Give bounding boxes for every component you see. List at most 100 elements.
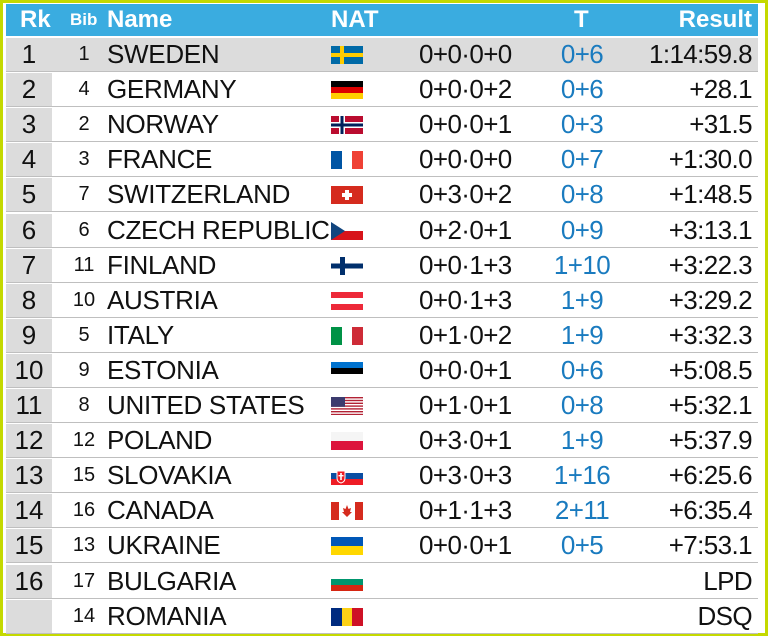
flag-icon-sweden [331, 46, 363, 64]
nation-name: SLOVAKIA [107, 460, 232, 491]
result-cell: +3:32.3 [668, 319, 753, 350]
flag-icon-bulgaria [331, 572, 363, 591]
flag-icon-switzerland [331, 186, 363, 205]
flag-icon-austria [331, 291, 363, 310]
result-cell: +31.5 [689, 109, 752, 140]
nation-name: SWEDEN [107, 39, 220, 69]
shooting-cell: 0+0·1+3 [419, 249, 512, 280]
result-cell: DSQ [697, 600, 752, 631]
rank-cell: 15 [6, 529, 52, 563]
bib-cell: 13 [72, 534, 96, 557]
table-row: 4 3 FRANCE 0+0·0+0 0+7 +1:30.0 [6, 143, 758, 178]
total-penalties-cell: 0+8 [560, 390, 604, 420]
table-row: 14 ROMANIA DSQ [6, 599, 758, 634]
flag-icon-italy [331, 326, 363, 345]
rank-cell: 5 [6, 178, 52, 212]
flag-icon-finland [331, 256, 363, 275]
flag-icon-slovakia [331, 467, 363, 486]
bib-cell: 9 [78, 358, 90, 381]
result-cell: LPD [703, 565, 752, 596]
flag-icon-canada [331, 502, 363, 521]
header-name: Name [107, 6, 173, 33]
total-penalties-cell: 0+9 [560, 214, 604, 245]
shooting-cell: 0+1·0+2 [419, 319, 512, 350]
total-penalties-cell: 1+9 [560, 284, 604, 315]
rank-cell: 14 [6, 494, 52, 528]
result-cell: +1:48.5 [668, 179, 753, 210]
flag-icon-estonia [331, 361, 363, 380]
rank-cell: 13 [6, 459, 52, 493]
table-row: 6 6 CZECH REPUBLIC 0+2·0+1 0+9 +3:13.1 [6, 213, 758, 248]
nation-name: CANADA [107, 495, 214, 526]
result-cell: +5:08.5 [668, 354, 753, 385]
result-cell: +3:13.1 [668, 214, 753, 245]
total-penalties-cell: 1+10 [553, 249, 611, 280]
total-penalties-cell: 0+6 [560, 39, 604, 69]
table-row: 3 2 NORWAY 0+0·0+1 0+3 +31.5 [6, 108, 758, 143]
rank-cell: 2 [6, 73, 52, 107]
nation-name: UNITED STATES [107, 390, 305, 420]
rank-cell: 6 [6, 213, 52, 247]
bib-cell: 16 [72, 499, 96, 522]
table-row: 11 8 UNITED STATES 0+1·0+1 0+8 +5:32.1 [6, 389, 758, 423]
bib-cell: 3 [78, 148, 90, 171]
header-bib: Bib [70, 10, 98, 29]
rank-cell: 7 [6, 248, 52, 282]
table-row: 15 13 UKRAINE 0+0·0+1 0+5 +7:53.1 [6, 529, 758, 564]
nation-name: BULGARIA [107, 565, 237, 596]
table-row: 14 16 CANADA 0+1·1+3 2+11 +6:35.4 [6, 494, 758, 529]
nation-name: ITALY [107, 319, 174, 350]
shooting-cell: 0+1·1+3 [419, 495, 512, 526]
header-t: T [574, 6, 589, 33]
table-row: 10 9 ESTONIA 0+0·0+1 0+6 +5:08.5 [6, 353, 758, 388]
table-row: 16 17 BULGARIA LPD [6, 564, 758, 599]
table-header: Rk Bib Name NAT T Result [6, 4, 758, 36]
total-penalties-cell: 0+8 [560, 179, 604, 210]
nation-name: FINLAND [107, 249, 217, 280]
result-cell: +3:22.3 [668, 249, 753, 280]
total-penalties-cell: 1+9 [560, 425, 604, 456]
table-row: 9 5 ITALY 0+1·0+2 1+9 +3:32.3 [6, 318, 758, 353]
rank-cell: 4 [6, 143, 52, 177]
bib-cell: 17 [72, 569, 96, 592]
rank-cell: 16 [6, 564, 52, 598]
flag-icon-usa [331, 397, 363, 415]
rank-cell [6, 599, 52, 633]
result-cell: +1:30.0 [668, 144, 753, 175]
bib-cell: 4 [78, 78, 90, 101]
total-penalties-cell: 0+3 [560, 109, 604, 140]
flag-icon-ukraine [331, 537, 363, 556]
bib-cell: 7 [78, 183, 90, 206]
rank-cell: 8 [6, 283, 52, 317]
nation-name: NORWAY [107, 109, 219, 140]
flag-icon-czech [331, 221, 363, 240]
nation-name: FRANCE [107, 144, 213, 175]
result-cell: +3:29.2 [668, 284, 753, 315]
result-cell: +28.1 [689, 74, 752, 105]
table-row: 12 12 POLAND 0+3·0+1 1+9 +5:37.9 [6, 424, 758, 459]
rank-cell: 9 [6, 318, 52, 352]
table-row: 1 1 SWEDEN 0+0·0+0 0+6 1:14:59.8 [6, 38, 758, 72]
result-cell: +7:53.1 [668, 530, 753, 561]
nation-name: UKRAINE [107, 530, 221, 561]
nation-name: POLAND [107, 425, 213, 456]
shooting-cell: 0+0·0+2 [419, 74, 512, 105]
result-cell: +5:32.1 [668, 390, 753, 420]
nation-name: SWITZERLAND [107, 179, 291, 210]
rank-cell: 3 [6, 108, 52, 142]
bib-cell: 2 [78, 113, 90, 136]
total-penalties-cell: 0+6 [560, 74, 604, 105]
nation-name: ESTONIA [107, 354, 219, 385]
flag-icon-germany [331, 81, 363, 100]
nation-name: ROMANIA [107, 600, 227, 631]
nation-name: CZECH REPUBLIC [107, 214, 330, 245]
bib-cell: 15 [72, 464, 96, 487]
shooting-cell: 0+0·0+1 [419, 109, 512, 140]
table-row: 13 15 SLOVAKIA 0+3·0+3 1+16 +6:25.6 [6, 459, 758, 494]
table-row: 2 4 GERMANY 0+0·0+2 0+6 +28.1 [6, 73, 758, 108]
shooting-cell: 0+0·1+3 [419, 284, 512, 315]
total-penalties-cell: 1+16 [553, 460, 611, 491]
bib-cell: 10 [72, 288, 96, 311]
rank-cell: 10 [6, 353, 52, 387]
total-penalties-cell: 0+7 [560, 144, 604, 175]
